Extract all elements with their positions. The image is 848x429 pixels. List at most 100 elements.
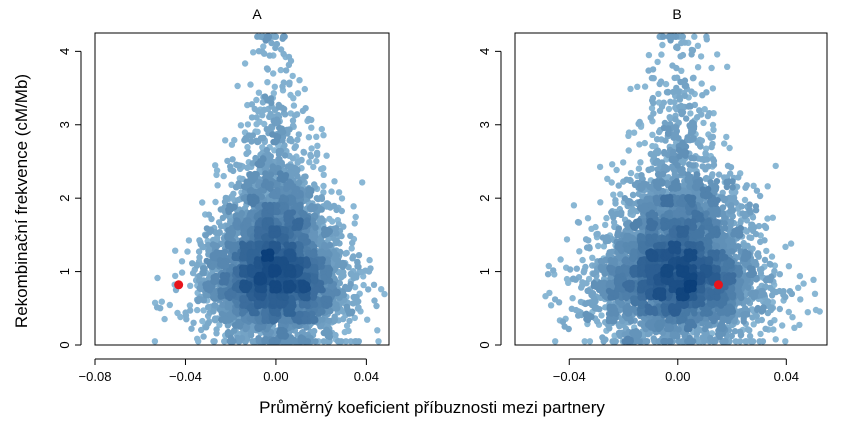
data-point (158, 298, 165, 305)
data-point (332, 331, 339, 339)
data-point (270, 138, 277, 146)
data-point (326, 297, 333, 304)
data-point (239, 269, 246, 277)
data-point (350, 300, 357, 307)
data-point (330, 202, 338, 210)
data-point (220, 172, 227, 180)
data-point (270, 70, 277, 77)
data-point (286, 209, 294, 217)
data-point (270, 90, 277, 97)
data-point (258, 285, 265, 293)
data-point (182, 312, 190, 319)
data-point (320, 132, 327, 139)
data-point (355, 298, 362, 305)
data-point (248, 101, 256, 108)
data-point (275, 101, 282, 109)
data-point (227, 242, 234, 249)
data-point (259, 155, 267, 162)
data-point (314, 142, 321, 149)
data-point (306, 159, 313, 166)
data-point (285, 315, 292, 322)
data-point (211, 278, 218, 286)
data-point (320, 182, 327, 190)
data-point (300, 285, 307, 292)
data-point (317, 306, 324, 314)
data-point (214, 182, 221, 189)
data-point (268, 315, 275, 322)
data-point (318, 125, 325, 133)
data-point (185, 237, 193, 244)
data-point (259, 112, 266, 119)
panel-a-title: A (252, 6, 262, 22)
data-point (335, 189, 343, 196)
data-point (375, 338, 382, 345)
data-point (231, 203, 238, 211)
data-point (320, 274, 328, 281)
data-point (274, 202, 281, 209)
data-point (289, 117, 297, 124)
data-point (207, 226, 214, 233)
data-point (200, 307, 207, 314)
data-point (332, 239, 339, 247)
data-point (300, 335, 307, 342)
data-point (244, 143, 251, 151)
data-point (260, 134, 267, 142)
data-point (329, 283, 336, 290)
data-point (318, 165, 325, 173)
data-point (281, 152, 289, 159)
data-point (194, 306, 201, 314)
data-point (317, 323, 324, 330)
data-point (251, 174, 259, 182)
data-point (265, 151, 272, 158)
data-point (240, 194, 247, 202)
data-point (355, 263, 362, 270)
data-point (274, 180, 281, 188)
data-point (153, 304, 161, 311)
data-point (268, 338, 275, 345)
data-point (287, 57, 295, 65)
data-point (309, 205, 317, 213)
data-point (348, 271, 355, 278)
data-point (271, 264, 279, 271)
panel-a-point-cloud (151, 33, 388, 345)
data-point (318, 194, 325, 201)
data-point (283, 67, 290, 74)
data-point (294, 90, 302, 97)
data-point (209, 236, 217, 244)
data-point (261, 93, 269, 100)
data-point (213, 171, 220, 179)
data-point (224, 157, 231, 165)
data-point (323, 152, 330, 159)
data-point (294, 158, 301, 166)
data-point (358, 268, 365, 276)
data-point (348, 245, 355, 252)
data-point (374, 327, 381, 334)
data-point (255, 108, 262, 115)
data-point (339, 272, 346, 280)
data-point (291, 144, 298, 152)
data-point (313, 149, 321, 156)
data-point (216, 321, 223, 328)
data-point (301, 85, 308, 93)
data-point (350, 294, 357, 301)
data-point (234, 82, 241, 90)
data-point (212, 162, 219, 169)
data-point (272, 271, 279, 278)
data-point (346, 310, 353, 317)
data-point (172, 272, 179, 280)
data-point (269, 163, 277, 170)
data-point (205, 304, 212, 311)
data-point (354, 305, 362, 312)
data-point (338, 195, 346, 202)
data-point (311, 181, 318, 188)
data-point (297, 201, 304, 208)
data-point (285, 248, 293, 255)
data-point (261, 337, 268, 344)
data-point (296, 77, 303, 84)
data-point (266, 52, 273, 59)
data-point (244, 121, 252, 128)
data-point (255, 179, 263, 186)
data-point (246, 132, 253, 139)
data-point (250, 49, 257, 56)
